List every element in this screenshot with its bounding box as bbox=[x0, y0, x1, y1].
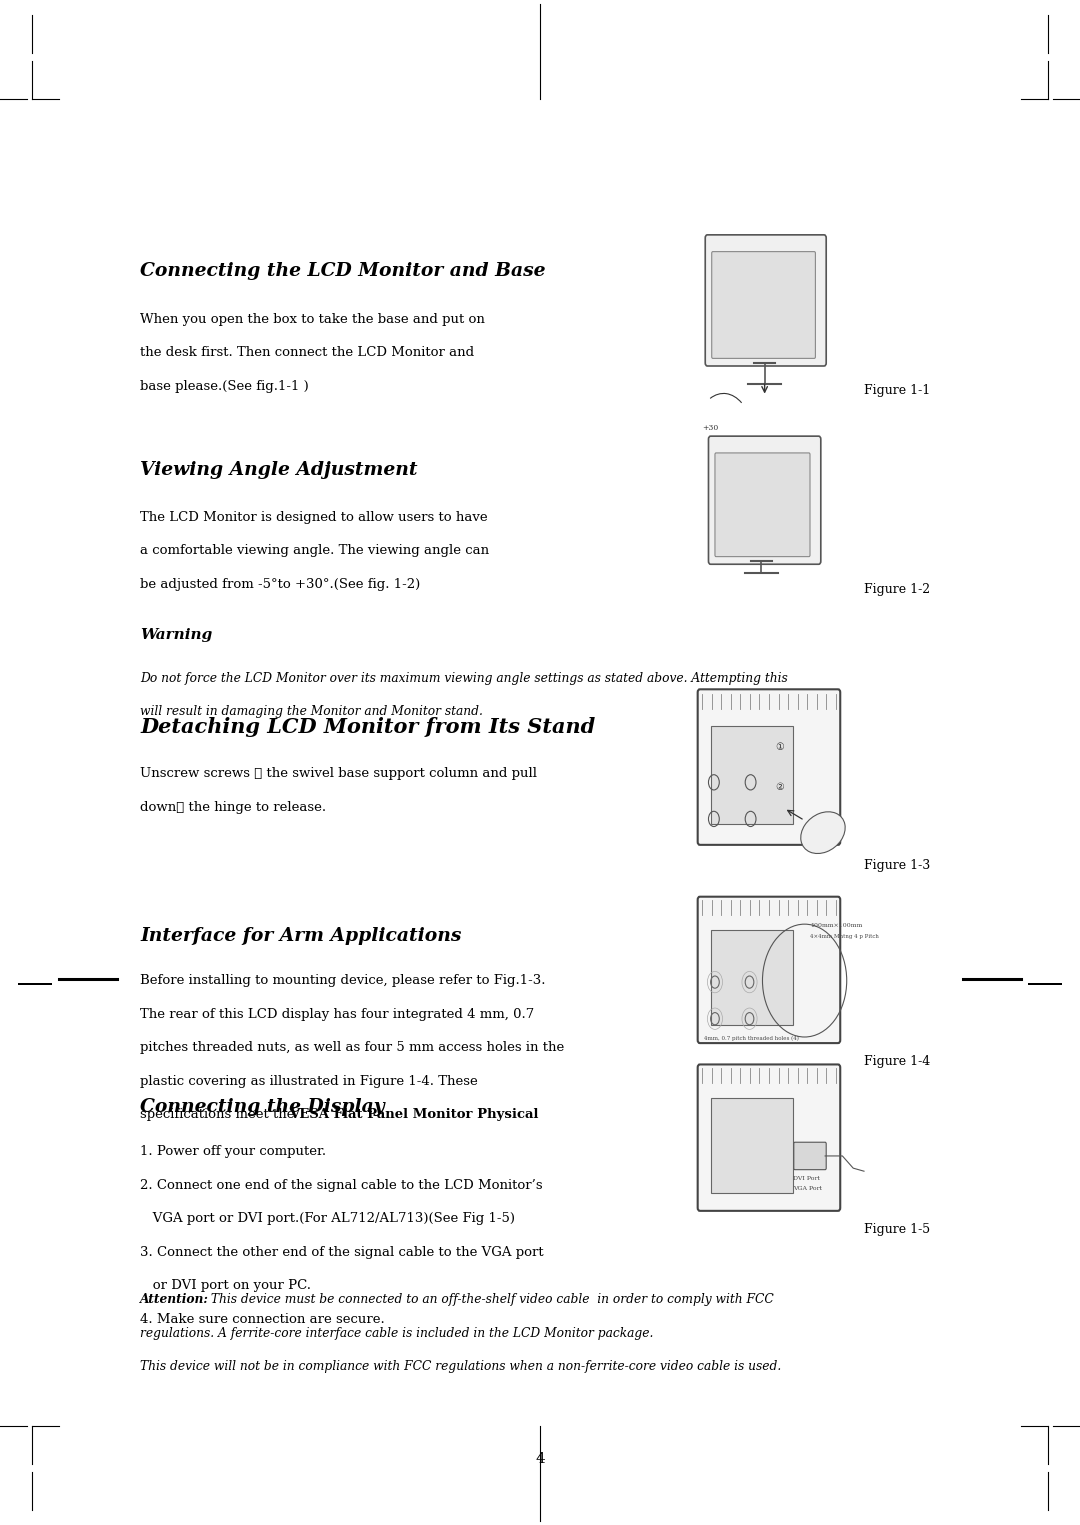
Text: Connecting the LCD Monitor and Base: Connecting the LCD Monitor and Base bbox=[140, 262, 545, 281]
Ellipse shape bbox=[800, 811, 846, 854]
Bar bbox=[711, 726, 793, 824]
Text: Attention:: Attention: bbox=[140, 1293, 210, 1307]
Text: VGA Port: VGA Port bbox=[793, 1185, 822, 1191]
Text: 4×4mm Mntng 4 p Pitch: 4×4mm Mntng 4 p Pitch bbox=[810, 933, 879, 939]
Text: Figure 1-3: Figure 1-3 bbox=[864, 859, 930, 872]
Bar bbox=[711, 1098, 793, 1193]
Text: VGA port or DVI port.(For AL712/AL713)(See Fig 1-5): VGA port or DVI port.(For AL712/AL713)(S… bbox=[140, 1212, 515, 1225]
Text: Unscrew screws ① the swivel base support column and pull: Unscrew screws ① the swivel base support… bbox=[140, 767, 538, 781]
Text: 4mm, 0.7 pitch threaded holes (4): 4mm, 0.7 pitch threaded holes (4) bbox=[704, 1035, 799, 1042]
Text: Viewing Angle Adjustment: Viewing Angle Adjustment bbox=[140, 461, 418, 479]
Text: When you open the box to take the base and put on: When you open the box to take the base a… bbox=[140, 313, 485, 326]
Text: The rear of this LCD display has four integrated 4 mm, 0.7: The rear of this LCD display has four in… bbox=[140, 1008, 535, 1020]
FancyBboxPatch shape bbox=[715, 453, 810, 557]
FancyBboxPatch shape bbox=[698, 1064, 840, 1211]
Text: 3. Connect the other end of the signal cable to the VGA port: 3. Connect the other end of the signal c… bbox=[140, 1246, 544, 1258]
Text: a comfortable viewing angle. The viewing angle can: a comfortable viewing angle. The viewing… bbox=[140, 544, 489, 558]
Text: pitches threaded nuts, as well as four 5 mm access holes in the: pitches threaded nuts, as well as four 5… bbox=[140, 1042, 565, 1054]
FancyBboxPatch shape bbox=[794, 1142, 826, 1170]
Text: Figure 1-2: Figure 1-2 bbox=[864, 583, 930, 596]
Text: base please.(See fig.1-1 ): base please.(See fig.1-1 ) bbox=[140, 380, 309, 393]
Text: Figure 1-4: Figure 1-4 bbox=[864, 1055, 930, 1069]
Text: down② the hinge to release.: down② the hinge to release. bbox=[140, 801, 326, 814]
Text: 2. Connect one end of the signal cable to the LCD Monitor’s: 2. Connect one end of the signal cable t… bbox=[140, 1179, 543, 1191]
Text: will result in damaging the Monitor and Monitor stand.: will result in damaging the Monitor and … bbox=[140, 706, 483, 718]
FancyBboxPatch shape bbox=[708, 436, 821, 564]
Text: The LCD Monitor is designed to allow users to have: The LCD Monitor is designed to allow use… bbox=[140, 511, 488, 525]
Text: plastic covering as illustrated in Figure 1-4. These: plastic covering as illustrated in Figur… bbox=[140, 1075, 478, 1087]
Text: or DVI port on your PC.: or DVI port on your PC. bbox=[140, 1279, 311, 1292]
Text: the desk first. Then connect the LCD Monitor and: the desk first. Then connect the LCD Mon… bbox=[140, 346, 474, 360]
Bar bbox=[711, 930, 793, 1025]
Text: Warning: Warning bbox=[140, 628, 213, 642]
Text: Interface for Arm Applications: Interface for Arm Applications bbox=[140, 927, 462, 946]
Text: 100mm×100mm: 100mm×100mm bbox=[810, 923, 862, 929]
Text: Figure 1-1: Figure 1-1 bbox=[864, 384, 930, 398]
Text: 1. Power off your computer.: 1. Power off your computer. bbox=[140, 1145, 326, 1157]
Text: Connecting the Display: Connecting the Display bbox=[140, 1098, 386, 1116]
Text: be adjusted from -5°to +30°.(See fig. 1-2): be adjusted from -5°to +30°.(See fig. 1-… bbox=[140, 578, 420, 592]
Text: 4. Make sure connection are secure.: 4. Make sure connection are secure. bbox=[140, 1313, 386, 1325]
Text: ①: ① bbox=[775, 743, 784, 752]
Text: 4: 4 bbox=[535, 1452, 545, 1466]
Text: Do not force the LCD Monitor over its maximum viewing angle settings as stated a: Do not force the LCD Monitor over its ma… bbox=[140, 673, 788, 685]
Text: VESA Flat Panel Monitor Physical: VESA Flat Panel Monitor Physical bbox=[289, 1109, 539, 1121]
Text: ②: ② bbox=[775, 782, 784, 791]
Text: regulations. A ferrite-core interface cable is included in the LCD Monitor packa: regulations. A ferrite-core interface ca… bbox=[140, 1327, 653, 1340]
Text: +30: +30 bbox=[702, 424, 718, 432]
FancyBboxPatch shape bbox=[712, 252, 815, 358]
Text: Before installing to mounting device, please refer to Fig.1-3.: Before installing to mounting device, pl… bbox=[140, 974, 545, 987]
FancyBboxPatch shape bbox=[705, 235, 826, 366]
Text: DVI Port: DVI Port bbox=[793, 1176, 820, 1182]
Text: specifications meet the: specifications meet the bbox=[140, 1109, 299, 1121]
Text: Figure 1-5: Figure 1-5 bbox=[864, 1223, 930, 1237]
FancyBboxPatch shape bbox=[698, 689, 840, 845]
Text: Detaching LCD Monitor from Its Stand: Detaching LCD Monitor from Its Stand bbox=[140, 717, 596, 737]
Text: This device will not be in compliance with FCC regulations when a non-ferrite-co: This device will not be in compliance wi… bbox=[140, 1360, 782, 1374]
FancyBboxPatch shape bbox=[698, 897, 840, 1043]
Text: This device must be connected to an off-the-shelf video cable  in order to compl: This device must be connected to an off-… bbox=[207, 1293, 774, 1307]
